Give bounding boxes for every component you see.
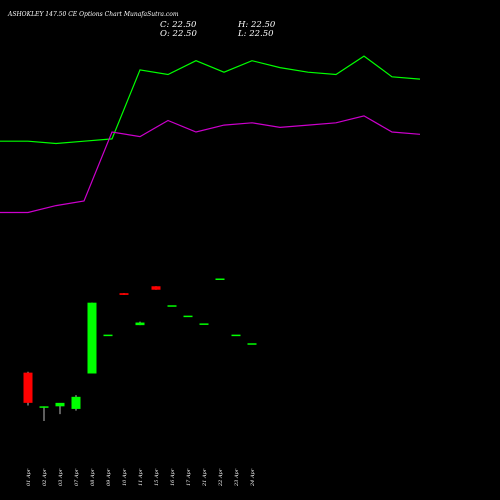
x-tick-label: 08 Apr — [90, 468, 96, 486]
x-tick-label: 02 Apr — [42, 468, 48, 486]
open-value: O: 22.50 — [160, 29, 197, 39]
x-tick-label: 23 Apr — [234, 468, 240, 487]
candle-body — [87, 302, 97, 374]
x-tick-label: 24 Apr — [250, 468, 256, 487]
x-tick-label: 11 Apr — [138, 468, 144, 486]
candles — [23, 278, 257, 421]
candle-body — [247, 343, 257, 345]
x-tick-label: 17 Apr — [186, 468, 192, 486]
x-axis-ticks: 01 Apr 02 Apr 03 Apr 07 Apr 08 Apr 09 Apr 10 A… — [26, 468, 256, 487]
candle-body — [215, 278, 225, 280]
x-tick-label: 22 Apr — [218, 468, 224, 487]
candle-body — [135, 322, 145, 326]
candle-body — [55, 402, 65, 407]
x-tick-label: 15 Apr — [154, 468, 160, 486]
candle-body — [183, 315, 193, 318]
indicator-line-1 — [0, 55, 421, 145]
x-tick-label: 16 Apr — [170, 468, 176, 486]
candle-body — [39, 406, 49, 408]
x-tick-label: 21 Apr — [202, 468, 208, 487]
chart-title: ASHOKLEY 147.50 CE Options Chart MunafaS… — [8, 11, 179, 18]
x-tick-label: 10 Apr — [122, 468, 128, 486]
x-tick-label: 09 Apr — [106, 468, 112, 486]
low-value: L: 22.50 — [238, 29, 274, 39]
x-tick-label: 03 Apr — [58, 468, 64, 486]
high-value: H: 22.50 — [238, 20, 276, 30]
indicator-line-2 — [0, 115, 421, 214]
candle-body — [119, 293, 129, 295]
close-value: C: 22.50 — [160, 20, 197, 30]
candle-body — [231, 334, 241, 337]
x-tick-label: 07 Apr — [74, 468, 80, 486]
indicator-lines — [0, 55, 421, 214]
candle-body — [151, 286, 161, 290]
candle-body — [199, 323, 209, 325]
candle-body — [23, 372, 33, 403]
x-tick-label: 01 Apr — [26, 468, 32, 486]
candle-body — [103, 334, 113, 337]
candle-body — [71, 396, 81, 409]
candle-body — [167, 305, 177, 307]
